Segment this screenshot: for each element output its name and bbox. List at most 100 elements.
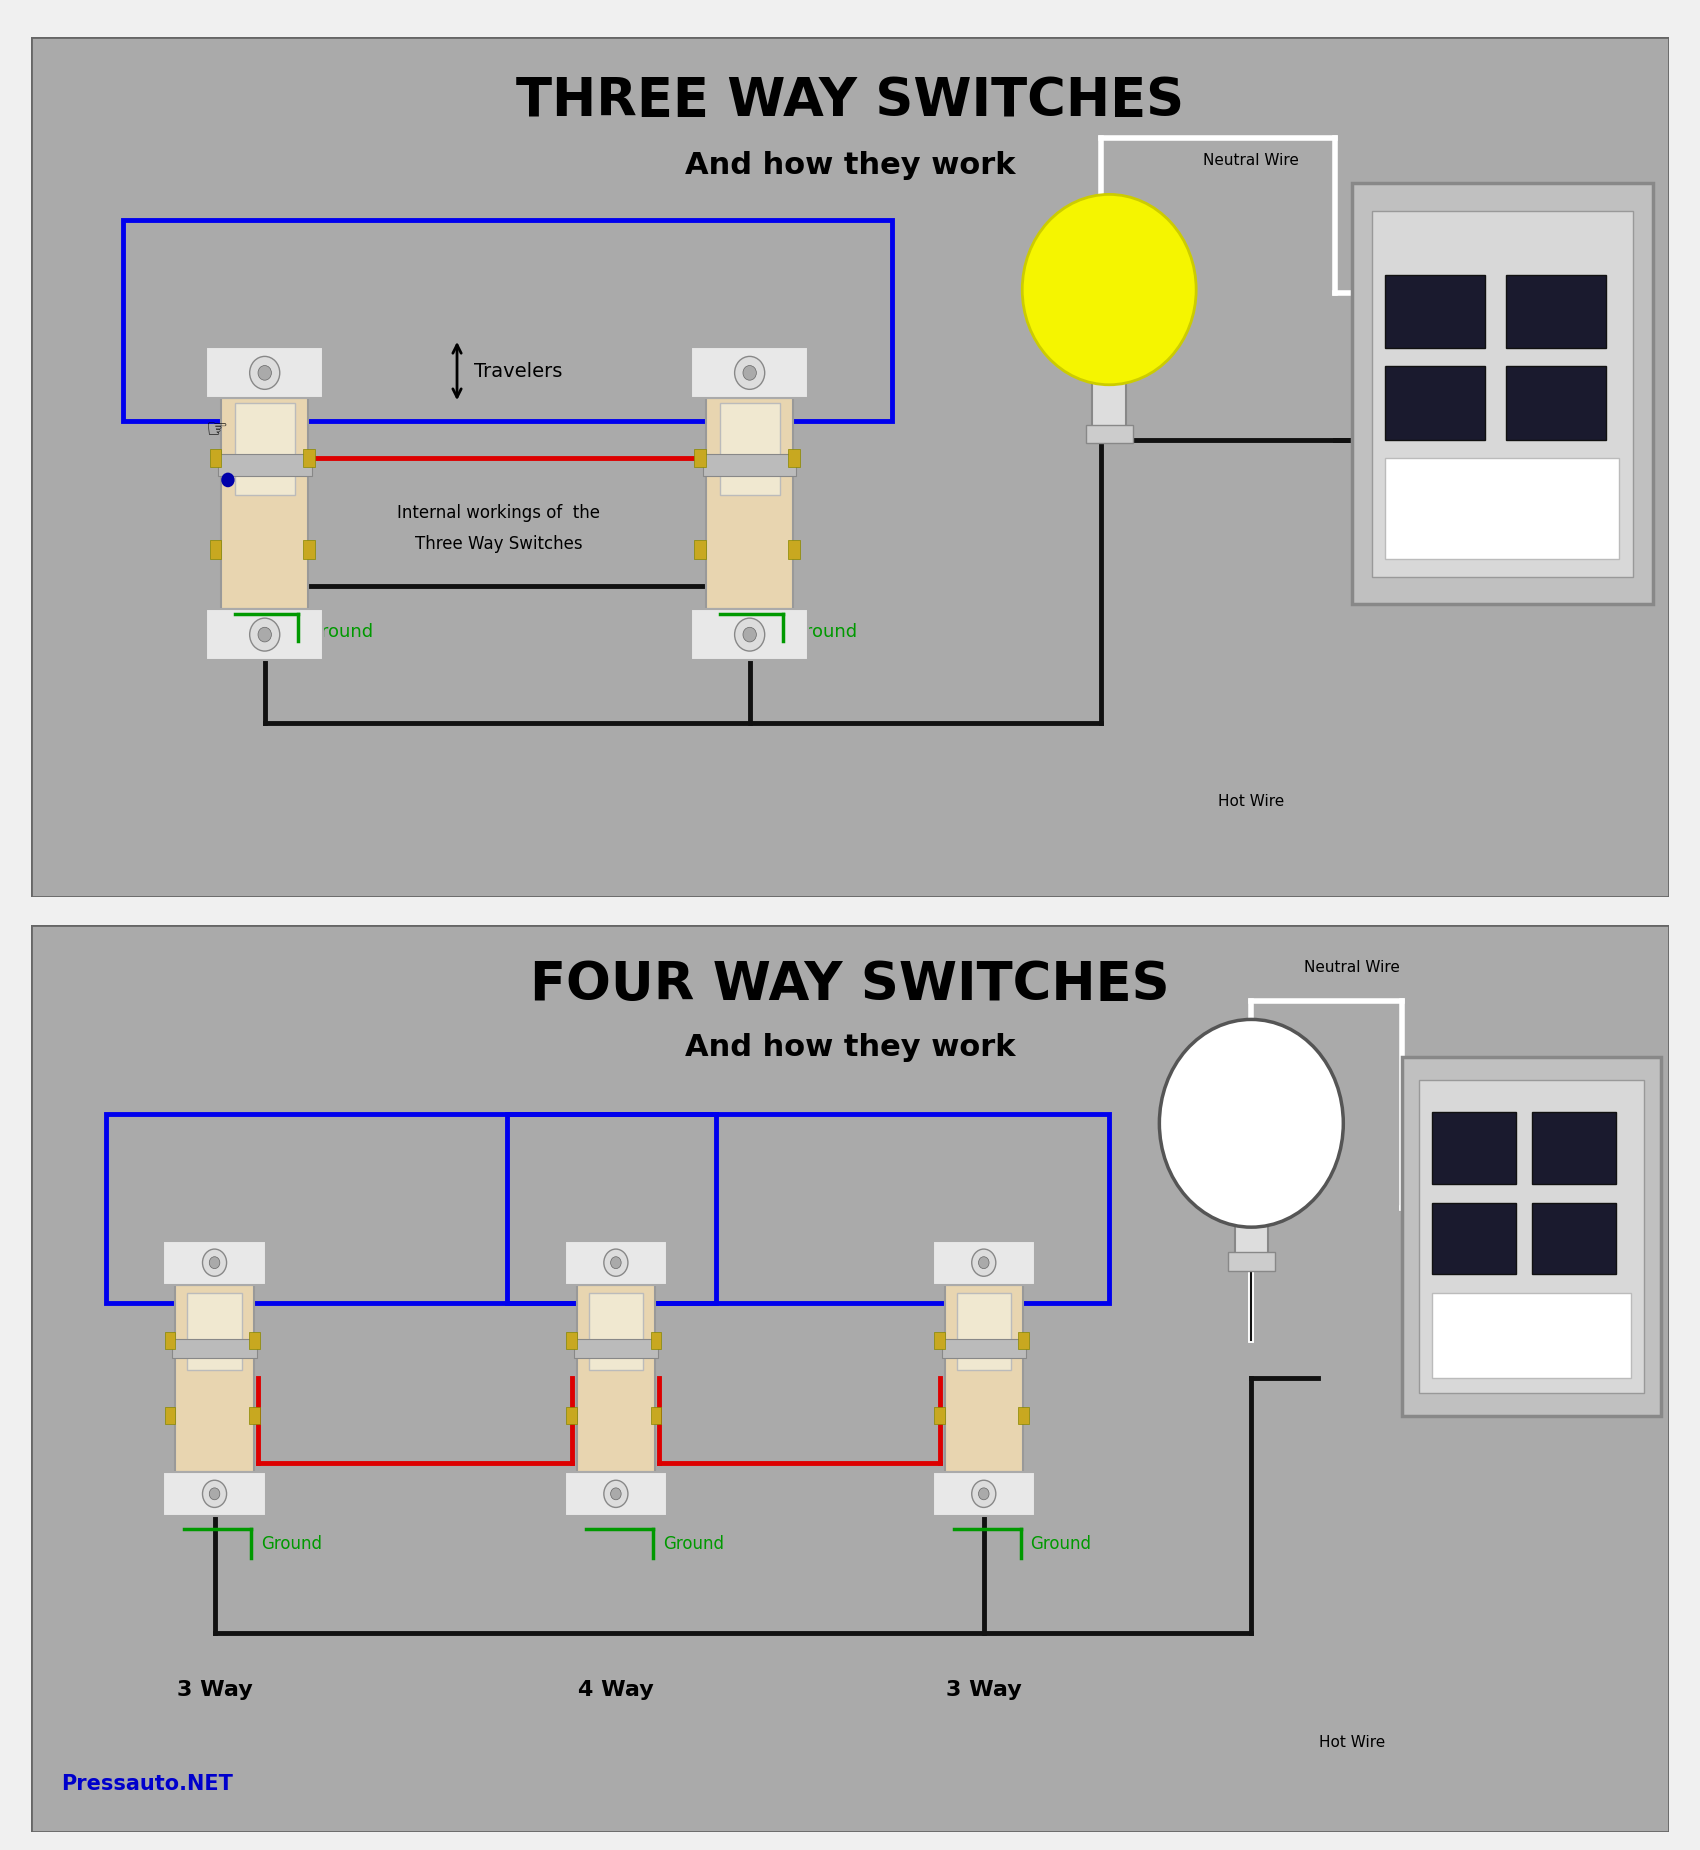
Bar [218,455,311,475]
Bar [789,540,799,559]
Text: Ground: Ground [663,1536,724,1554]
Bar [172,1339,257,1358]
Text: And how they work: And how they work [685,1034,1015,1062]
Bar [1431,1112,1516,1184]
Text: Ground: Ground [262,1536,323,1554]
Circle shape [209,1487,219,1500]
Bar [163,1241,265,1284]
Bar [1234,1162,1268,1256]
Bar [209,540,221,559]
Text: Internal workings of  the: Internal workings of the [398,503,600,522]
Bar [221,398,308,609]
Bar [1418,1080,1644,1393]
Circle shape [202,1249,226,1276]
Bar [651,1332,661,1349]
Bar [250,1332,260,1349]
Bar [957,1293,1012,1369]
Bar [695,540,706,559]
Bar [1506,366,1606,440]
Circle shape [258,627,272,642]
Text: Hot Wire: Hot Wire [1219,794,1285,808]
Bar [1532,1202,1617,1275]
Text: ☞: ☞ [206,418,228,442]
Text: Three Way Switches: Three Way Switches [415,535,583,553]
Bar [933,1241,1035,1284]
Circle shape [972,1249,996,1276]
Bar [1372,211,1632,577]
Circle shape [221,472,235,487]
Text: Ground: Ground [792,623,857,640]
Bar [165,1332,175,1349]
Bar [209,450,221,466]
Bar [187,1293,241,1369]
Circle shape [610,1487,620,1500]
Bar [1018,1408,1028,1424]
Text: 4 Way: 4 Way [578,1680,654,1700]
Text: 3 Way: 3 Way [945,1680,1022,1700]
Bar [105,1114,716,1302]
Circle shape [1022,194,1197,385]
Text: THREE WAY SWITCHES: THREE WAY SWITCHES [515,76,1185,128]
Circle shape [610,1256,620,1269]
Bar [573,1339,658,1358]
Bar [1352,183,1652,605]
Bar [1086,426,1132,444]
Text: Hot Wire: Hot Wire [1319,1735,1386,1750]
Bar [576,1284,654,1473]
Circle shape [604,1480,627,1508]
Circle shape [979,1487,989,1500]
Circle shape [258,366,272,381]
Circle shape [202,1480,226,1508]
Bar [1386,366,1486,440]
Bar [250,1408,260,1424]
Circle shape [734,618,765,651]
Bar [1431,1293,1630,1378]
Bar [945,1284,1023,1473]
Circle shape [979,1256,989,1269]
Bar [702,455,797,475]
Text: Neutral Wire: Neutral Wire [1204,154,1299,168]
Bar [564,1241,666,1284]
Text: Ground: Ground [1030,1536,1091,1554]
Circle shape [972,1480,996,1508]
Circle shape [250,618,280,651]
Bar [507,1114,1108,1302]
Bar [566,1332,576,1349]
Text: Neutral Wire: Neutral Wire [1304,960,1399,975]
Bar [695,450,706,466]
Bar [719,403,780,494]
Bar [1431,1202,1516,1275]
Circle shape [743,627,756,642]
Circle shape [604,1249,627,1276]
Circle shape [734,357,765,388]
Text: 3 Way: 3 Way [177,1680,252,1700]
Text: And how they work: And how they work [685,150,1015,179]
Bar [692,609,808,660]
Bar [1386,276,1486,348]
Bar [692,348,808,398]
Bar [564,1473,666,1515]
Circle shape [250,357,280,388]
Bar [933,1408,945,1424]
Text: Ground: Ground [306,623,372,640]
Bar [1506,276,1606,348]
Bar [588,1293,643,1369]
Bar [163,1473,265,1515]
Text: FOUR WAY SWITCHES: FOUR WAY SWITCHES [530,960,1170,1012]
Bar [651,1408,661,1424]
Text: Travelers: Travelers [474,363,563,381]
Circle shape [743,366,756,381]
Bar [942,1339,1025,1358]
Bar [933,1473,1035,1515]
Bar [303,450,314,466]
Bar [566,1408,576,1424]
Bar [1093,329,1125,431]
Bar [1386,459,1618,559]
Bar [706,398,794,609]
Bar [1402,1056,1661,1415]
Bar [206,609,323,660]
Circle shape [1159,1019,1343,1227]
Bar [789,450,799,466]
Bar [933,1332,945,1349]
Bar [1018,1332,1028,1349]
